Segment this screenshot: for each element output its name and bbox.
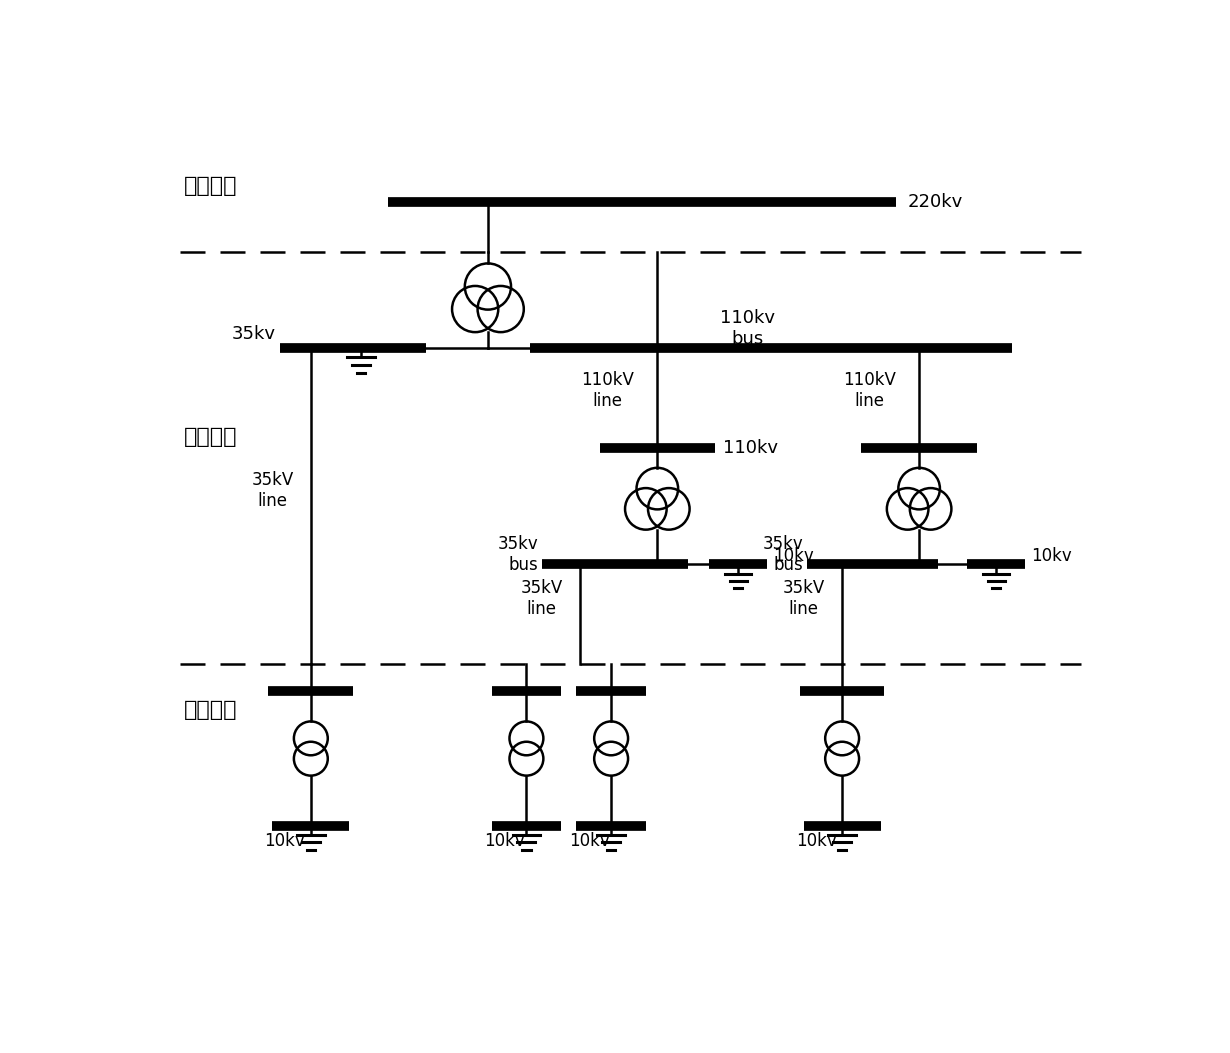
Text: 35kV
line: 35kV line	[251, 471, 294, 510]
Text: 35kv
bus: 35kv bus	[497, 535, 538, 574]
Text: 10kv: 10kv	[772, 547, 813, 565]
Text: 35kv: 35kv	[232, 325, 277, 343]
Text: 35kV
line: 35kV line	[782, 579, 825, 618]
Text: 110kV
line: 110kV line	[581, 371, 633, 410]
Text: 省调电网: 省调电网	[183, 177, 237, 197]
Text: 110kV
line: 110kV line	[843, 371, 895, 410]
Text: 10kv: 10kv	[1031, 547, 1071, 565]
Text: 35kv
bus: 35kv bus	[763, 535, 803, 574]
Text: 10kv: 10kv	[485, 832, 525, 850]
Text: 10kv: 10kv	[796, 832, 836, 850]
Text: 地调电网: 地调电网	[183, 426, 237, 446]
Text: 县调电网: 县调电网	[183, 700, 237, 720]
Text: 10kv: 10kv	[568, 832, 610, 850]
Text: 10kv: 10kv	[264, 832, 305, 850]
Text: 35kV
line: 35kV line	[520, 579, 563, 618]
Text: 220kv: 220kv	[908, 193, 963, 211]
Text: 110kv
bus: 110kv bus	[721, 310, 775, 349]
Text: 110kv: 110kv	[723, 439, 777, 457]
